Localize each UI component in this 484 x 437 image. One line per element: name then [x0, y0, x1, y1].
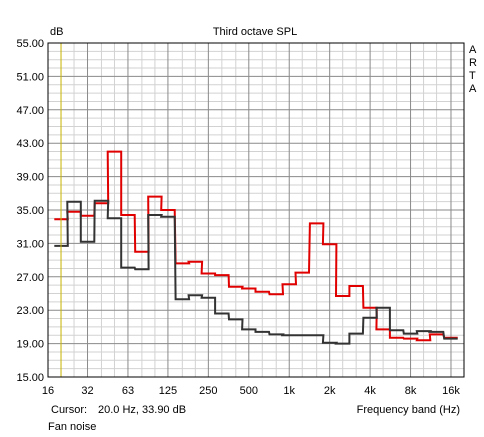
x-tick-label: 500 [240, 385, 258, 397]
y-tick-label: 27.00 [16, 272, 44, 284]
y-tick-label: 39.00 [16, 172, 44, 184]
y-tick-label: 43.00 [16, 138, 44, 150]
cursor-value: 20.0 Hz, 33.90 dB [98, 404, 187, 416]
y-tick-label: 55.00 [16, 38, 44, 50]
x-tick-label: 63 [122, 385, 134, 397]
x-axis-label: Frequency band (Hz) [356, 404, 460, 416]
plot-frame [47, 42, 465, 378]
x-tick-label: 125 [159, 385, 177, 397]
x-tick-label: 250 [199, 385, 217, 397]
y-axis-label: dB [50, 26, 63, 38]
y-tick-label: 23.00 [16, 305, 44, 317]
x-tick-label: 16k [442, 385, 460, 397]
brand-letter: R [469, 57, 477, 69]
x-tick-label: 4k [364, 385, 376, 397]
brand-letter: T [469, 70, 476, 82]
y-tick-label: 35.00 [16, 205, 44, 217]
brand-letter: A [469, 83, 477, 95]
brand-letter: A [469, 44, 477, 56]
y-tick-label: 51.00 [16, 71, 44, 83]
x-tick-label: 8k [405, 385, 417, 397]
x-tick-label: 32 [81, 385, 93, 397]
series-line-2 [54, 199, 458, 345]
x-tick-label: 2k [324, 385, 336, 397]
major-grid [48, 43, 464, 377]
minor-grid [48, 43, 464, 377]
cursor-label: Cursor: [51, 404, 88, 416]
y-tick-label: 47.00 [16, 105, 44, 117]
y-tick-label: 15.00 [16, 372, 44, 384]
y-tick-label: 19.00 [16, 339, 44, 351]
caption: Fan noise [48, 421, 97, 433]
axis-labels: Third octave SPL dB 55.00 51.00 47.00 43.00… [16, 26, 460, 397]
chart-title: Third octave SPL [213, 26, 297, 38]
y-tick-label: 31.00 [16, 238, 44, 250]
x-tick-label: 16 [42, 385, 54, 397]
x-tick-label: 1k [283, 385, 295, 397]
series-layer [54, 150, 458, 345]
